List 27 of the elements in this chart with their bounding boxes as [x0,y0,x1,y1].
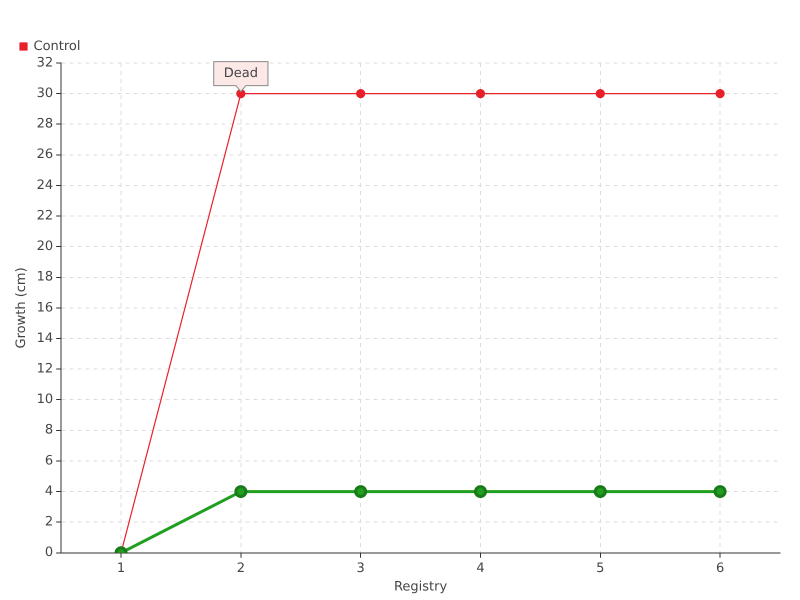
y-tick-label: 12 [36,362,54,376]
x-tick-label: 6 [716,560,724,576]
x-tick-label: 2 [236,560,245,576]
y-tick-label: 8 [44,422,54,438]
y-tick-label: 22 [36,208,54,224]
legend-label: Control [34,38,80,54]
y-axis-title: Growth (cm) [14,267,30,348]
y-tick-label: 0 [44,545,54,560]
y-tick-label: 26 [36,147,54,162]
y-tick-label: 2 [44,514,54,530]
annotation: Dead [224,66,258,81]
x-tick-label: 5 [596,560,604,576]
x-axis-title: Registry [394,580,448,595]
y-tick-label: 20 [36,239,54,254]
x-tick-label: 4 [476,560,485,576]
y-tick-label: 28 [36,116,54,132]
y-tick-label: 14 [36,330,54,346]
x-tick-label: 1 [116,560,126,576]
x-tick-label: 3 [356,560,365,576]
y-tick-label: 18 [36,270,54,285]
y-tick-label: 32 [36,55,54,70]
y-tick-label: 16 [36,300,54,316]
y-tick-label: 30 [36,86,54,101]
y-tick-label: 10 [36,392,54,408]
y-tick-label: 4 [44,484,54,499]
y-tick-label: 24 [36,178,54,193]
y-tick-label: 6 [44,453,54,468]
